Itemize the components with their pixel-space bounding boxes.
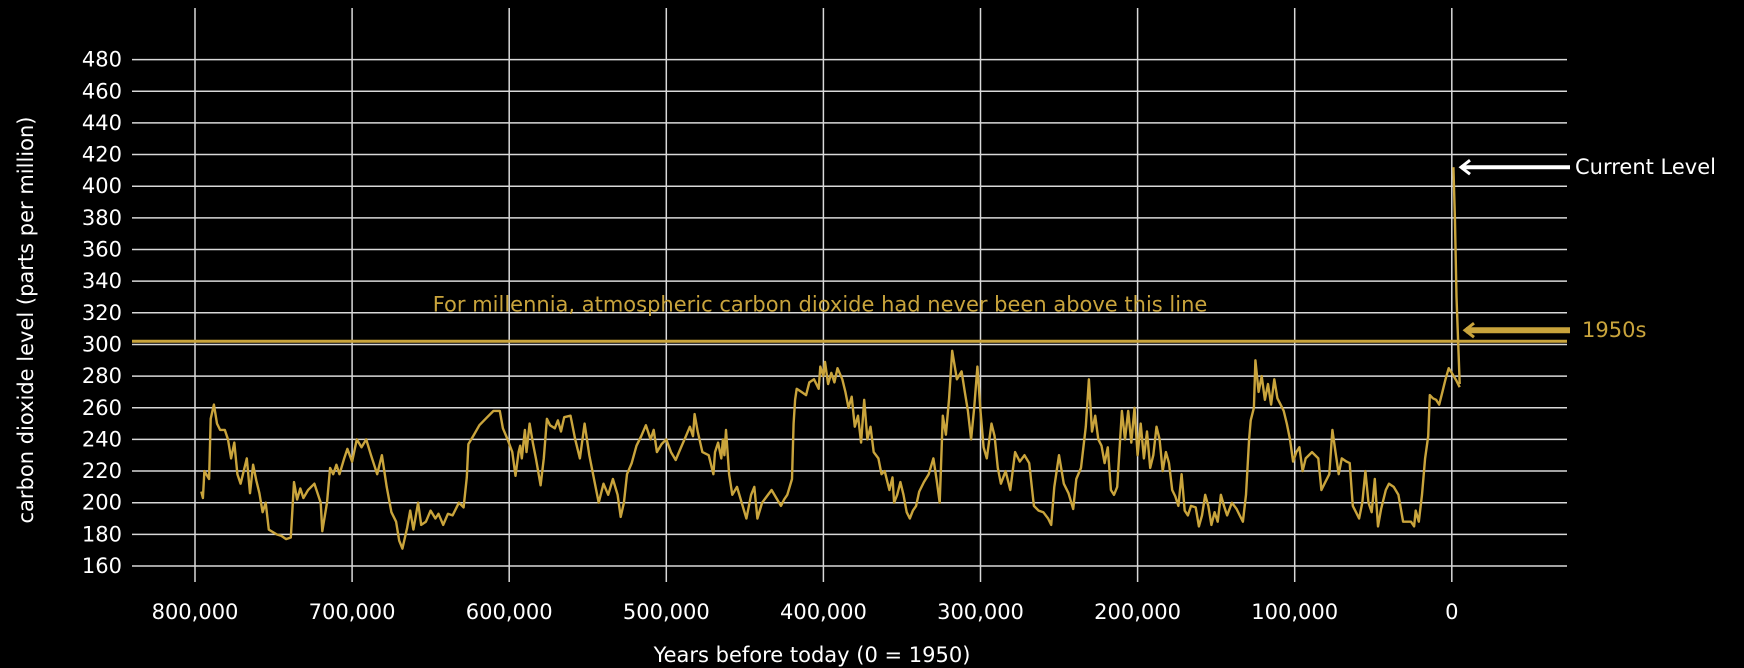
- y-tick-label: 440: [82, 111, 122, 135]
- x-tick-label: 400,000: [780, 600, 867, 624]
- x-tick-label: 500,000: [623, 600, 710, 624]
- x-tick-label: 300,000: [937, 600, 1024, 624]
- y-tick-label: 220: [82, 459, 122, 483]
- x-tick-label: 200,000: [1094, 600, 1181, 624]
- x-axis-title: Years before today (0 = 1950): [653, 643, 971, 667]
- y-tick-label: 320: [82, 301, 122, 325]
- x-tick-labels: 800,000 700,000 600,000 500,000 400,000 300,0…: [152, 600, 1459, 624]
- y-tick-label: 160: [82, 554, 122, 578]
- x-tick-label: 600,000: [466, 600, 553, 624]
- y-tick-label: 200: [82, 491, 122, 515]
- y-tick-label: 420: [82, 143, 122, 167]
- y-tick-label: 400: [82, 174, 122, 198]
- y-axis-title: carbon dioxide level (parts per million): [14, 117, 38, 524]
- threshold-label: For millennia, atmospheric carbon dioxid…: [433, 292, 1208, 316]
- 1950s-label: 1950s: [1582, 318, 1646, 342]
- current-level-label: Current Level: [1575, 155, 1716, 179]
- x-tick-label: 700,000: [309, 600, 396, 624]
- y-tick-label: 300: [82, 332, 122, 356]
- y-tick-label: 260: [82, 396, 122, 420]
- y-tick-label: 480: [82, 48, 122, 72]
- y-tick-label: 460: [82, 79, 122, 103]
- y-tick-label: 280: [82, 364, 122, 388]
- x-tick-label: 800,000: [152, 600, 239, 624]
- series-lines: [200, 167, 1461, 550]
- 1950s-annotation: 1950s: [1462, 318, 1646, 342]
- y-tick-label: 240: [82, 427, 122, 451]
- y-tick-labels: 160 180 200 220 240 260 280 300 320 340 360 380 400 4…: [82, 48, 122, 578]
- co2-history-line: [200, 349, 1461, 550]
- co2-modern-rise-line: [1452, 167, 1461, 385]
- y-tick-label: 380: [82, 206, 122, 230]
- y-tick-label: 180: [82, 522, 122, 546]
- x-tick-label: 100,000: [1251, 600, 1338, 624]
- x-tick-label: 0: [1445, 600, 1458, 624]
- current-level-annotation: Current Level: [1458, 155, 1716, 179]
- current-level-arrowhead: [1458, 159, 1471, 176]
- 1950s-arrowhead: [1462, 322, 1475, 339]
- grid: [132, 8, 1567, 582]
- y-tick-label: 340: [82, 269, 122, 293]
- y-tick-label: 360: [82, 238, 122, 262]
